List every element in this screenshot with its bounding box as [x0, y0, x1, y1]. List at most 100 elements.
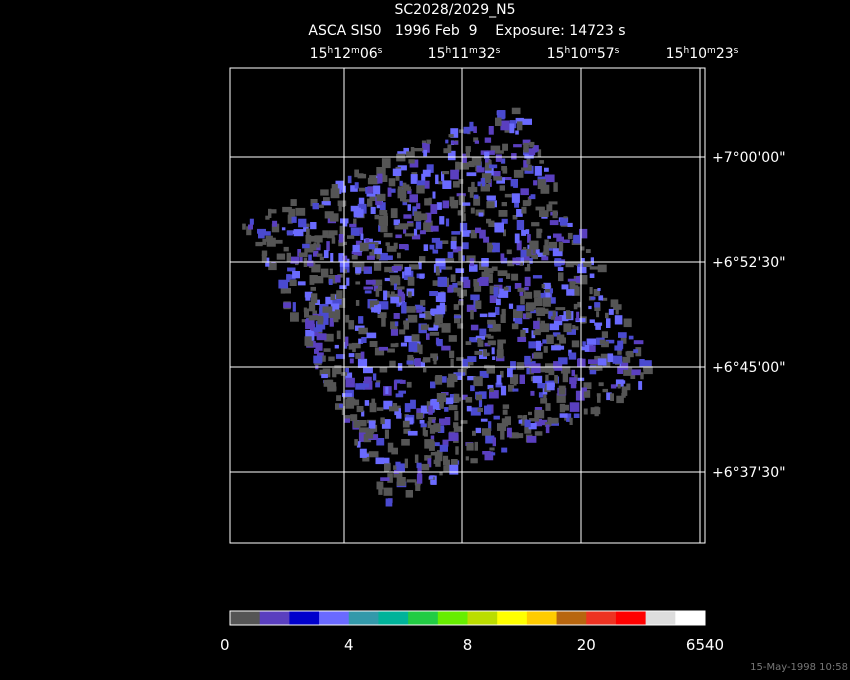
pixel	[407, 188, 412, 194]
pixel	[594, 355, 601, 360]
pixel	[552, 332, 561, 337]
pixel	[568, 352, 577, 360]
pixel	[432, 191, 436, 199]
pixel	[584, 345, 594, 352]
pixel	[581, 346, 586, 351]
pixel	[306, 228, 310, 236]
pixel	[465, 397, 473, 403]
pixel	[495, 306, 500, 315]
pixel	[304, 308, 309, 318]
pixel	[471, 181, 475, 191]
pixel	[391, 447, 398, 455]
pixel	[380, 222, 388, 233]
pixel	[461, 153, 467, 163]
pixel	[381, 158, 391, 169]
pixel	[449, 464, 459, 475]
pixel	[295, 207, 306, 216]
colorbar-segment	[615, 611, 647, 625]
pixel	[261, 250, 268, 256]
pixel	[303, 225, 309, 232]
pixel	[536, 228, 542, 239]
pixel	[426, 333, 430, 340]
pixel	[452, 246, 462, 253]
pixel	[313, 242, 317, 249]
pixel	[522, 415, 526, 425]
pixel	[422, 169, 431, 177]
pixel	[454, 314, 461, 324]
pixel	[374, 347, 385, 356]
pixel	[447, 144, 452, 153]
pixel	[486, 150, 495, 155]
pixel	[605, 339, 615, 344]
pixel	[466, 405, 472, 412]
pixel	[535, 325, 541, 334]
pixel	[463, 126, 470, 134]
pixel	[466, 172, 477, 177]
pixel	[513, 169, 524, 178]
pixel	[404, 458, 408, 469]
pixel	[368, 451, 379, 458]
pixel	[407, 430, 418, 436]
pixel	[497, 270, 508, 276]
pixel	[588, 359, 598, 364]
colorbar-segment	[645, 611, 676, 625]
pixel	[520, 188, 529, 196]
ra-label-part: 57	[597, 46, 615, 62]
pixel	[440, 376, 447, 383]
pixel	[268, 263, 277, 271]
pixel	[434, 376, 440, 384]
pixel	[337, 200, 347, 206]
pixel	[357, 173, 367, 179]
pixel	[341, 406, 346, 415]
pixel	[576, 261, 583, 266]
pixel	[538, 392, 544, 398]
pixel	[475, 227, 482, 234]
pixel	[453, 393, 460, 403]
pixel	[589, 319, 595, 323]
pixel	[548, 201, 558, 205]
pixel	[342, 255, 348, 261]
pixel	[469, 121, 474, 132]
pixel	[487, 384, 494, 390]
pixel	[473, 196, 481, 206]
pixel	[571, 340, 580, 348]
pixel	[438, 181, 447, 185]
pixel	[582, 262, 592, 267]
pixel	[422, 142, 430, 153]
pixel	[266, 237, 276, 247]
pixel	[373, 261, 382, 271]
pixel	[453, 422, 459, 428]
pixel	[347, 175, 352, 184]
pixel	[610, 299, 619, 308]
pixel	[569, 402, 580, 412]
pixel	[432, 280, 439, 286]
pixel	[336, 330, 341, 340]
pixel	[338, 239, 344, 247]
pixel	[543, 282, 551, 289]
pixel	[534, 409, 545, 419]
pixel	[484, 451, 494, 461]
pixel	[415, 481, 421, 491]
pixel	[571, 369, 575, 377]
pixel	[403, 320, 409, 330]
pixel	[421, 173, 426, 184]
pixel	[413, 211, 422, 221]
pixel	[401, 439, 410, 446]
pixel	[355, 300, 360, 306]
pixel	[383, 487, 393, 496]
pixel	[533, 320, 540, 330]
pixel	[498, 278, 503, 283]
pixel	[502, 409, 508, 415]
pixel	[615, 307, 619, 315]
pixel	[612, 355, 623, 364]
pixel	[428, 476, 434, 480]
pixel	[626, 350, 634, 358]
pixel	[598, 295, 604, 301]
pixel	[525, 229, 530, 235]
pixel	[308, 301, 316, 312]
ra-label-part: 11	[451, 46, 469, 62]
pixel	[524, 426, 532, 434]
pixel	[450, 200, 459, 209]
pixel	[597, 264, 607, 273]
